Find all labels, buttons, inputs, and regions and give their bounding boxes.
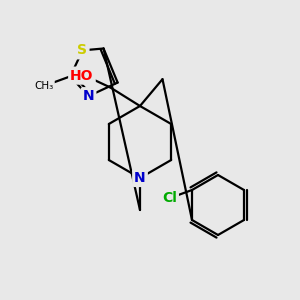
Text: N: N <box>134 171 146 185</box>
Text: CH₃: CH₃ <box>34 81 54 91</box>
Text: S: S <box>77 43 88 57</box>
Text: HO: HO <box>70 69 94 82</box>
Text: N: N <box>83 89 94 103</box>
Text: Cl: Cl <box>162 191 177 205</box>
